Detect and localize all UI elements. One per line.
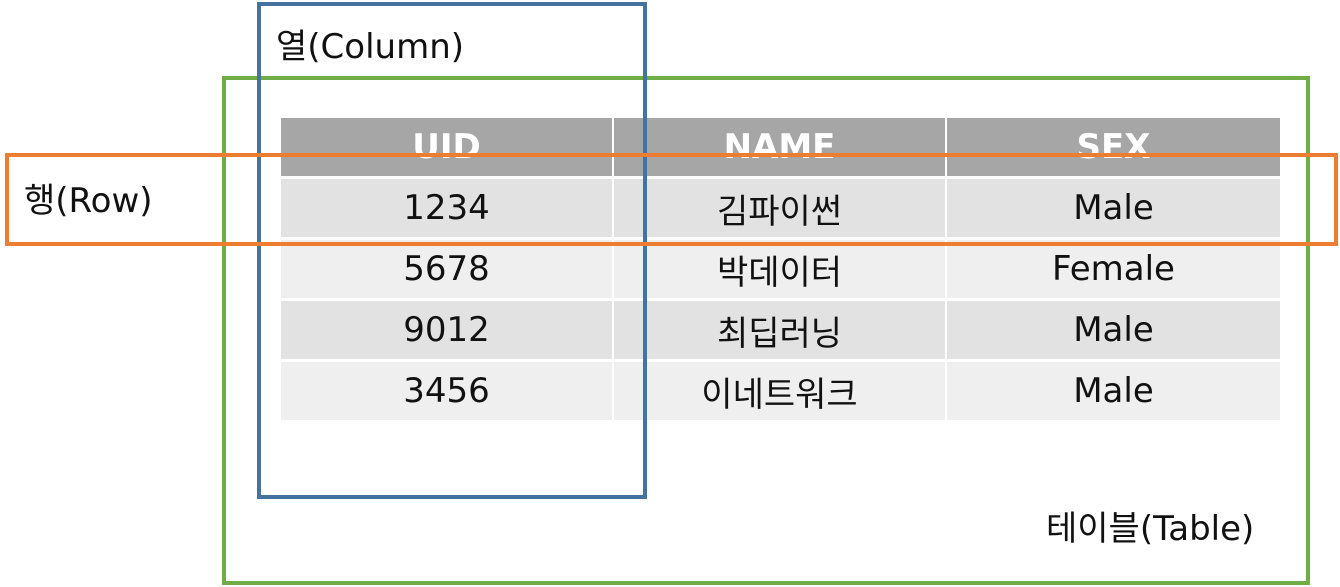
uid-cell: 9012 (281, 301, 612, 359)
uid-cell: 5678 (281, 240, 612, 298)
sex-cell: Male (947, 179, 1280, 237)
sex-cell: Male (947, 362, 1280, 420)
header-sex: SEX (947, 118, 1280, 176)
uid-cell: 1234 (281, 179, 612, 237)
name-cell: 최딥러닝 (614, 301, 945, 359)
name-cell: 박데이터 (614, 240, 945, 298)
name-cell: 이네트워크 (614, 362, 945, 420)
sex-cell: Male (947, 301, 1280, 359)
table-label: 테이블(Table) (1046, 509, 1255, 549)
header-name: NAME (614, 118, 945, 176)
sex-cell: Female (947, 240, 1280, 298)
uid-cell: 3456 (281, 362, 612, 420)
row-label: 행(Row) (24, 181, 153, 221)
name-cell: 김파이썬 (614, 179, 945, 237)
header-uid: UID (281, 118, 612, 176)
column-label: 열(Column) (276, 27, 465, 67)
data-table: UID NAME SEX 1234 김파이썬 Male 5678 박데이터 Fe… (281, 118, 1280, 420)
